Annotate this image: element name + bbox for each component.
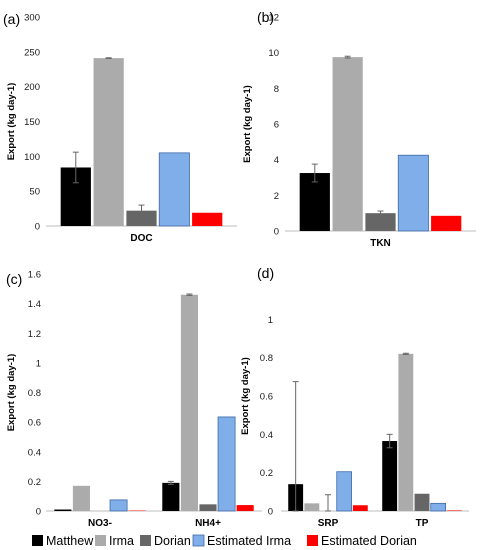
- legend-swatch: [192, 534, 205, 547]
- y-tick-label: 0.6: [260, 392, 273, 403]
- bar-dorian: [126, 210, 157, 226]
- y-tick-label: 0.4: [28, 447, 41, 458]
- y-tick-label: 8: [274, 84, 279, 95]
- y-tick-label: 0.8: [28, 388, 41, 399]
- bar-estimated-dorian: [352, 505, 368, 511]
- bar-dorian: [414, 493, 430, 511]
- panel-label: (a): [3, 11, 20, 27]
- legend-swatch: [32, 535, 43, 546]
- category-label: TP: [416, 518, 429, 529]
- bar-estimated-irma: [336, 471, 353, 512]
- category-label: SRP: [318, 518, 339, 529]
- y-tick-label: 0.8: [260, 353, 273, 364]
- y-tick-label: 1.4: [28, 299, 41, 310]
- y-tick-label: 0.6: [28, 418, 41, 429]
- y-tick-label: 0: [268, 507, 273, 518]
- legend: Matthew Irma Dorian Estimated Irma Estimated…: [32, 534, 417, 548]
- legend-label: Dorian: [154, 534, 191, 548]
- legend-swatch: [307, 535, 318, 546]
- y-tick-label: 2: [274, 191, 279, 202]
- y-tick-label: 4: [274, 155, 279, 166]
- bar-matthew: [299, 173, 330, 231]
- legend-swatch: [140, 535, 151, 546]
- y-tick-label: 1: [268, 315, 273, 326]
- bar-irma: [93, 58, 124, 226]
- y-tick-label: 0.2: [260, 468, 273, 479]
- bar-dorian: [365, 213, 396, 231]
- legend-label: Irma: [109, 534, 134, 548]
- bar-estimated-irma: [158, 152, 190, 227]
- y-axis-title: Export (kg day-1): [242, 85, 253, 163]
- bar-estimated-dorian: [431, 215, 462, 231]
- bar-irma: [332, 57, 363, 231]
- bar-estimated-irma: [217, 416, 236, 512]
- y-tick-label: 1.2: [28, 329, 41, 340]
- y-axis-title: Export (kg day-1): [6, 83, 17, 161]
- y-tick-label: 10: [268, 48, 279, 59]
- bar-irma: [304, 503, 320, 511]
- y-tick-label: 200: [24, 82, 40, 93]
- bar-irma: [398, 353, 414, 511]
- y-tick-label: 6: [274, 120, 279, 131]
- y-tick-label: 300: [24, 13, 40, 24]
- legend-label: Matthew: [46, 534, 94, 548]
- y-tick-label: 0: [36, 507, 41, 518]
- chart-panel-3: (c) 0 0.2 0.4 0.6 0.8 1 1.2 1.4 1.6 Export (kg day…: [6, 270, 262, 529]
- bar-estimated-irma: [397, 154, 429, 232]
- y-tick-label: 50: [29, 187, 40, 198]
- y-tick-label: 0: [35, 222, 40, 233]
- category-label: NO3-: [88, 518, 112, 529]
- category-label: NH4+: [195, 518, 221, 529]
- y-tick-label: 1: [36, 358, 41, 369]
- bar-estimated-dorian: [446, 510, 462, 511]
- y-tick-label: 0: [274, 227, 279, 238]
- y-tick-label: 12: [268, 13, 279, 24]
- legend-label: Estimated Dorian: [321, 534, 417, 548]
- category-label: DOC: [130, 233, 152, 244]
- bar-estimated-irma: [109, 499, 128, 512]
- bar-estimated-irma: [430, 502, 447, 512]
- y-axis-title: Export (kg day-1): [6, 354, 17, 432]
- panel-label: (d): [257, 265, 274, 281]
- chart-panel-4: (d) 0 0.2 0.4 0.6 0.8 1 Export (kg day-1) SRP TP: [240, 265, 469, 529]
- bar-matthew: [54, 509, 72, 511]
- panel-label: (c): [6, 271, 22, 287]
- y-tick-label: 0.4: [260, 430, 273, 441]
- bar-dorian: [199, 504, 217, 511]
- legend-swatch: [95, 535, 106, 546]
- y-tick-label: 0.2: [28, 477, 41, 488]
- bar-estimated-dorian: [192, 212, 223, 226]
- y-tick-label: 100: [24, 152, 40, 163]
- panel-label: (b): [257, 9, 274, 25]
- bar-estimated-dorian: [236, 505, 254, 511]
- category-label: TKN: [370, 238, 391, 249]
- y-tick-label: 250: [24, 47, 40, 58]
- y-axis-title: Export (kg day-1): [240, 357, 251, 435]
- chart-panel-2: (b) 0 2 4 6 8 10 12 Export (kg day-1) TKN: [242, 9, 476, 249]
- bar-irma: [180, 294, 198, 511]
- bar-matthew: [162, 482, 180, 511]
- y-tick-label: 150: [24, 117, 40, 128]
- bar-matthew: [382, 441, 398, 511]
- chart-panel-1: (a) 0 50 100 150 200 250 300 Export (kg day-1) DO…: [3, 11, 237, 244]
- bar-irma: [72, 485, 90, 511]
- y-tick-label: 1.6: [28, 270, 41, 281]
- legend-label: Estimated Irma: [207, 534, 291, 548]
